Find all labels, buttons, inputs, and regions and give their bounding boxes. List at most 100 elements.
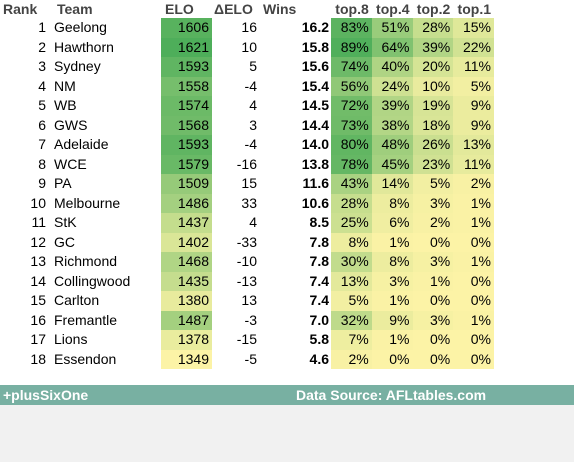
top1-cell: 11%	[453, 154, 494, 174]
top1-cell: 15%	[453, 18, 494, 38]
delta-elo-cell: -13	[236, 272, 257, 289]
table-row: 2 Hawthorn 1621 10 15.8 89% 64% 39% 22%	[0, 37, 494, 57]
top8-cell: 89%	[331, 37, 372, 57]
delta-elo-cell: -4	[244, 77, 257, 94]
top4-cell: 45%	[371, 154, 413, 174]
top1-cell: 9%	[453, 96, 494, 116]
header-rank: Rank	[3, 1, 38, 17]
wins-cell: 7.4	[309, 292, 329, 308]
elo-cell: 1435	[161, 271, 212, 291]
top8-cell: 28%	[331, 193, 372, 213]
team-cell: NM	[54, 77, 76, 94]
team-cell: Geelong	[54, 19, 107, 35]
top1-cell: 1%	[453, 310, 494, 330]
top2-cell: 3%	[412, 310, 454, 330]
team-cell: Richmond	[54, 253, 118, 269]
top1-cell: 0%	[453, 349, 494, 369]
top8-cell: 83%	[331, 18, 372, 38]
table-row: 12 GC 1402 -33 7.8 8% 1% 0% 0%	[0, 232, 494, 252]
table-header-row: Rank Team ELO ΔELO Wins top.8 top.4 top.…	[0, 0, 494, 18]
top1-cell: 9%	[453, 115, 494, 135]
delta-elo-cell: -3	[244, 311, 257, 328]
top1-cell: 0%	[453, 271, 494, 291]
table-row: 17 Lions 1378 -15 5.8 7% 1% 0% 0%	[0, 330, 494, 350]
header-top2: top.2	[416, 1, 451, 17]
delta-elo-cell: 4	[249, 97, 257, 113]
team-cell: Hawthorn	[54, 38, 114, 55]
delta-elo-cell: -4	[244, 136, 257, 152]
table-row: 13 Richmond 1468 -10 7.8 30% 8% 3% 1%	[0, 252, 494, 272]
header-elo: ELO	[165, 1, 194, 17]
elo-cell: 1487	[161, 310, 212, 330]
top4-cell: 38%	[371, 115, 413, 135]
ladder-table-container: Rank Team ELO ΔELO Wins top.8 top.4 top.…	[0, 0, 574, 385]
top2-cell: 3%	[412, 193, 454, 213]
team-cell: StK	[54, 214, 77, 230]
delta-elo-cell: -33	[236, 233, 257, 250]
rank-cell: 16	[30, 311, 46, 328]
top2-cell: 0%	[412, 349, 454, 369]
table-row: 5 WB 1574 4 14.5 72% 39% 19% 9%	[0, 96, 494, 116]
top8-cell: 78%	[331, 154, 372, 174]
top8-cell: 25%	[331, 213, 372, 233]
rank-cell: 18	[30, 350, 46, 367]
top1-cell: 22%	[453, 37, 494, 57]
elo-cell: 1486	[161, 193, 212, 213]
rank-cell: 12	[30, 233, 46, 250]
elo-cell: 1402	[161, 232, 212, 252]
top2-cell: 28%	[412, 18, 454, 38]
footer-bar: +plusSixOne Data Source: AFLtables.com	[0, 385, 574, 405]
top4-cell: 1%	[371, 291, 413, 311]
delta-elo-cell: 3	[249, 116, 257, 133]
table-row: 14 Collingwood 1435 -13 7.4 13% 3% 1% 0%	[0, 271, 494, 291]
table-row: 16 Fremantle 1487 -3 7.0 32% 9% 3% 1%	[0, 310, 494, 330]
top2-cell: 20%	[412, 57, 454, 77]
top8-cell: 72%	[331, 96, 372, 116]
table-row: 4 NM 1558 -4 15.4 56% 24% 10% 5%	[0, 76, 494, 96]
top1-cell: 2%	[453, 174, 494, 194]
table-row: 7 Adelaide 1593 -4 14.0 80% 48% 26% 13%	[0, 135, 494, 155]
top1-cell: 1%	[453, 193, 494, 213]
top8-cell: 43%	[331, 174, 372, 194]
elo-cell: 1468	[161, 252, 212, 272]
delta-elo-cell: 4	[249, 214, 257, 230]
team-cell: Collingwood	[54, 272, 131, 289]
elo-cell: 1574	[161, 96, 212, 116]
delta-elo-cell: 13	[241, 292, 257, 308]
team-cell: GWS	[54, 116, 88, 133]
delta-elo-cell: 10	[241, 38, 257, 55]
rank-cell: 5	[38, 97, 46, 113]
wins-cell: 14.4	[301, 116, 329, 133]
top8-cell: 30%	[331, 252, 372, 272]
team-cell: WCE	[54, 155, 87, 172]
table-row: 9 PA 1509 15 11.6 43% 14% 5% 2%	[0, 174, 494, 194]
ladder-table: Rank Team ELO ΔELO Wins top.8 top.4 top.…	[0, 0, 494, 369]
team-cell: Fremantle	[54, 311, 118, 328]
table-row: 3 Sydney 1593 5 15.6 74% 40% 20% 11%	[0, 57, 494, 77]
rank-cell: 6	[38, 116, 46, 133]
rank-cell: 9	[38, 175, 46, 191]
team-cell: Adelaide	[54, 136, 109, 152]
top2-cell: 10%	[412, 76, 454, 96]
header-delta-elo: ΔELO	[214, 1, 253, 17]
data-source-label: Data Source: AFLtables.com	[296, 387, 487, 403]
top1-cell: 0%	[453, 330, 494, 350]
table-row: 11 StK 1437 4 8.5 25% 6% 2% 1%	[0, 213, 494, 233]
wins-cell: 8.5	[309, 214, 329, 230]
top4-cell: 40%	[371, 57, 413, 77]
rank-cell: 15	[30, 292, 46, 308]
team-cell: PA	[54, 175, 72, 191]
team-cell: Sydney	[54, 58, 101, 74]
header-wins: Wins	[263, 1, 297, 17]
brand-label: +plusSixOne	[3, 387, 89, 403]
wins-cell: 7.4	[309, 272, 329, 289]
top4-cell: 39%	[371, 96, 413, 116]
team-cell: Melbourne	[54, 194, 121, 211]
top8-cell: 56%	[331, 76, 372, 96]
top2-cell: 26%	[412, 135, 454, 155]
top2-cell: 5%	[412, 174, 454, 194]
wins-cell: 10.6	[301, 194, 329, 211]
top2-cell: 3%	[412, 252, 454, 272]
wins-cell: 14.5	[301, 97, 329, 113]
delta-elo-cell: -5	[244, 350, 257, 367]
